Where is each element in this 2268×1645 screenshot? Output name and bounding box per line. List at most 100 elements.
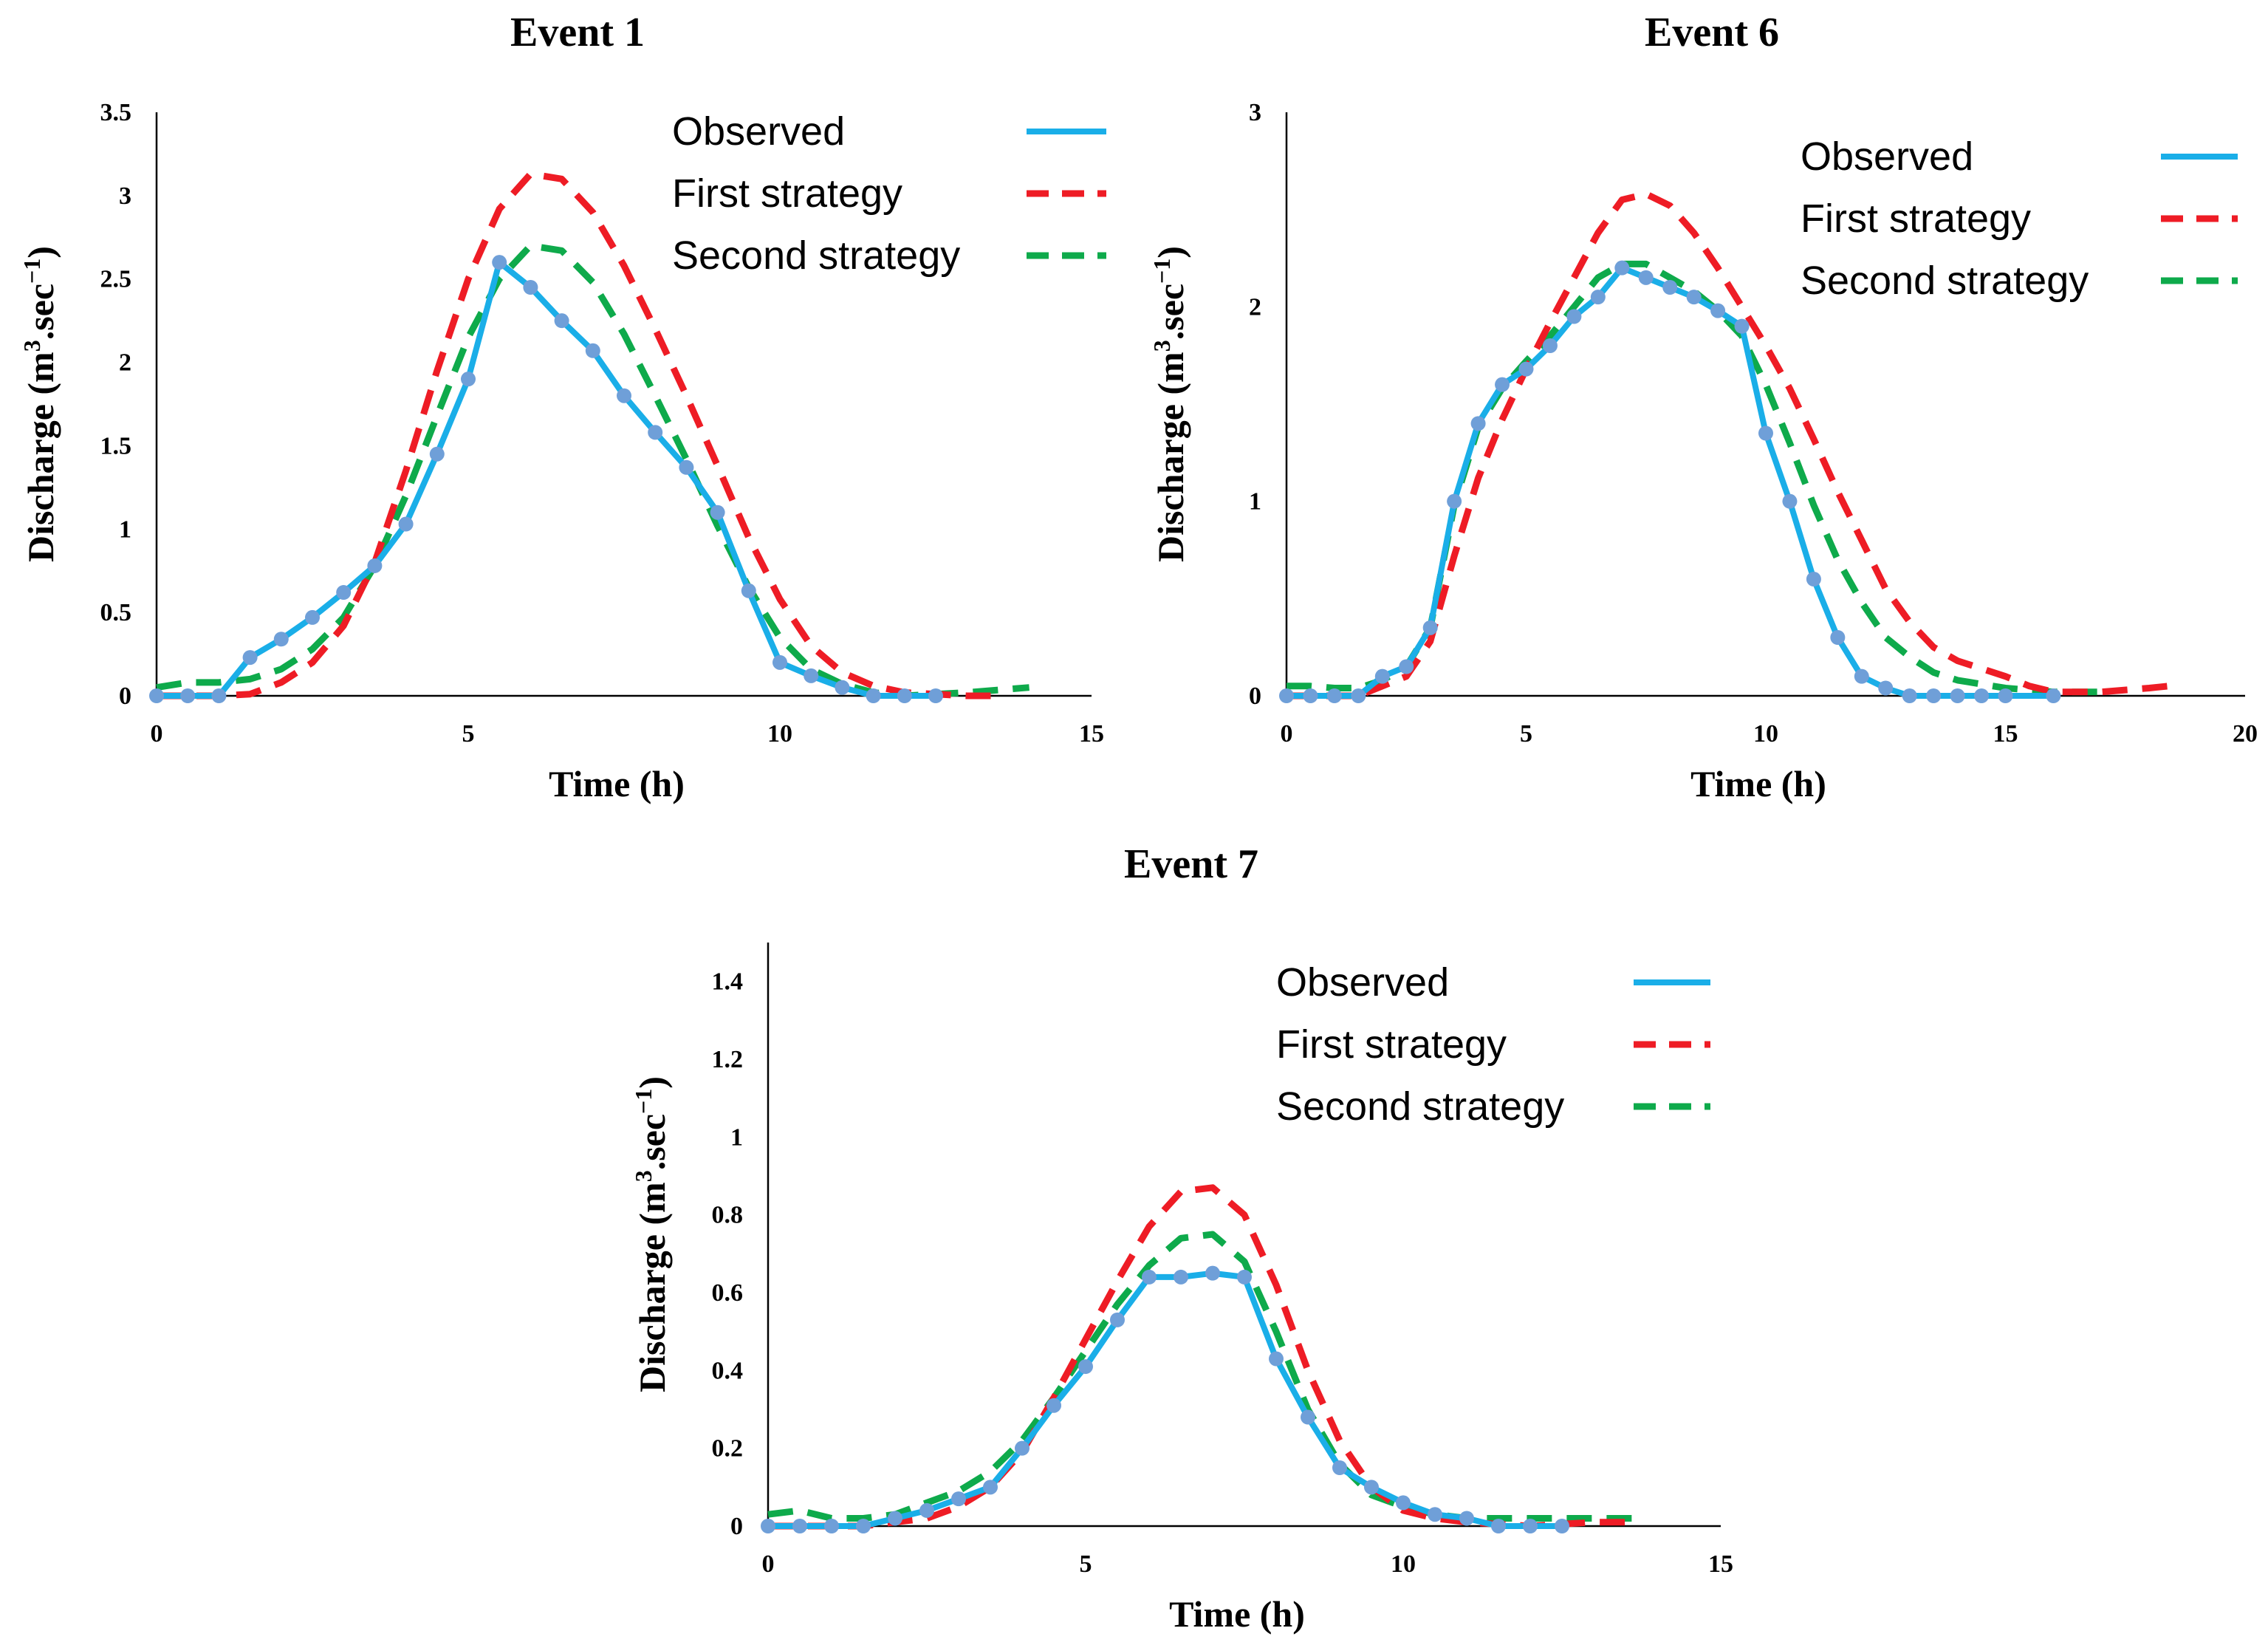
y-tick-label: 2 [1249, 293, 1261, 321]
y-axis-label-main: Discharge (m [1150, 352, 1191, 562]
data-point-observed [1174, 1269, 1188, 1285]
y-axis-label-end: ) [1150, 246, 1191, 259]
legend-label-observed: Observed [1276, 960, 1449, 1005]
x-tick-label: 15 [1708, 1550, 1733, 1578]
legend-label-first: First strategy [1801, 196, 2031, 241]
data-point-observed [1303, 688, 1318, 703]
data-point-observed [2046, 688, 2061, 703]
data-point-observed [1015, 1440, 1029, 1456]
y-tick-label: 1.4 [712, 968, 744, 996]
data-point-observed [617, 388, 631, 403]
y-tick-label: 0 [1249, 683, 1261, 710]
data-point-observed [1523, 1519, 1538, 1533]
legend: Observed First strategy Second strategy [672, 109, 1106, 278]
y-tick-label: 1 [119, 516, 131, 543]
data-point-observed [679, 459, 694, 475]
data-point-observed [1374, 668, 1390, 684]
series-line-observed [1287, 264, 2054, 699]
y-tick-label: 0.5 [100, 599, 132, 626]
data-point-observed [1806, 572, 1821, 586]
data-point-observed [429, 446, 445, 462]
data-point-observed [1710, 303, 1726, 318]
series-line-observed [768, 1270, 1562, 1529]
data-point-observed [1555, 1519, 1569, 1533]
data-point-observed [211, 688, 227, 703]
data-point-observed [1638, 270, 1654, 285]
y-tick-label: 0 [119, 683, 131, 710]
y-axis-label-sup1: 3 [630, 1170, 657, 1182]
y-axis-label-sup2: −1 [1148, 259, 1175, 284]
data-point-observed [585, 343, 600, 358]
data-point-observed [1351, 688, 1366, 703]
chart-title: Event 7 [1124, 841, 1258, 887]
y-tick-label: 3.5 [100, 99, 132, 126]
data-point-observed [1046, 1398, 1061, 1413]
chart-event7: Event 7 0 5 10 15 0 0.2 0.4 0.6 0.8 1 1.2 1.4 Time (h… [630, 841, 1733, 1635]
y-axis-label-sup1: 3 [18, 340, 45, 352]
y-axis-label-mid: .sec [20, 284, 61, 340]
data-point-observed [951, 1491, 966, 1507]
data-point-observed [554, 313, 569, 329]
data-point-observed [1734, 318, 1750, 334]
data-point-observed [1237, 1269, 1252, 1285]
data-point-observed [928, 688, 943, 703]
data-point-observed [492, 255, 507, 270]
data-point-observed [523, 280, 538, 295]
data-point-observed [1422, 620, 1438, 635]
data-point-observed [149, 688, 164, 703]
y-tick-label: 0.8 [712, 1202, 744, 1229]
y-axis-label-sup1: 3 [1148, 340, 1175, 352]
data-point-observed [824, 1519, 839, 1533]
series-line-first [768, 1184, 1639, 1530]
data-point-observed [398, 516, 414, 532]
data-point-observed [897, 688, 912, 703]
y-tick-label: 1 [730, 1124, 743, 1151]
data-point-observed [983, 1480, 998, 1495]
y-axis-label: Discharge (m3.sec−1) [630, 1076, 673, 1392]
x-tick-label: 15 [1993, 720, 2018, 748]
series-line-second [156, 242, 1029, 700]
data-point-observed [804, 668, 819, 683]
data-point-observed [919, 1502, 934, 1518]
data-point-observed [741, 583, 756, 598]
data-point-observed [1332, 1460, 1347, 1475]
data-point-observed [1830, 630, 1846, 645]
y-tick-label: 1 [1249, 488, 1261, 516]
data-point-observed [648, 425, 663, 440]
y-axis-label-end: ) [631, 1076, 673, 1089]
data-point-observed [1902, 688, 1917, 703]
data-point-observed [1447, 493, 1462, 509]
y-tick-label: 2.5 [100, 266, 132, 293]
data-point-observed [761, 1519, 775, 1533]
x-tick-label: 10 [767, 720, 792, 748]
data-point-observed [835, 680, 850, 695]
series-line-first [157, 171, 998, 700]
data-point-observed [888, 1511, 902, 1526]
data-point-observed [336, 585, 352, 601]
data-point-observed [242, 650, 258, 666]
series-line-second [1287, 260, 2102, 696]
y-axis-label-mid: .sec [1150, 284, 1191, 340]
data-point-observed [1470, 416, 1486, 431]
legend-label-second: Second strategy [1801, 259, 2089, 303]
data-point-observed [1974, 688, 1990, 703]
data-point-observed [305, 609, 320, 625]
x-axis-label: Time (h) [1690, 763, 1826, 804]
data-point-observed [1326, 688, 1342, 703]
data-point-observed [866, 688, 881, 703]
chart-title: Event 1 [510, 10, 645, 55]
data-point-observed [1686, 290, 1702, 305]
data-point-observed [367, 558, 383, 573]
x-tick-label: 5 [462, 720, 475, 748]
y-tick-label: 2 [119, 349, 131, 377]
data-point-observed [1110, 1312, 1125, 1327]
y-tick-label: 0.4 [712, 1357, 744, 1384]
x-tick-label: 10 [1753, 720, 1778, 748]
data-point-observed [1782, 493, 1798, 509]
data-point-observed [1142, 1269, 1157, 1285]
data-point-observed [1364, 1480, 1379, 1495]
data-point-observed [1878, 680, 1894, 696]
legend: Observed First strategy Second strategy [1801, 134, 2238, 303]
x-tick-label: 0 [151, 720, 163, 748]
